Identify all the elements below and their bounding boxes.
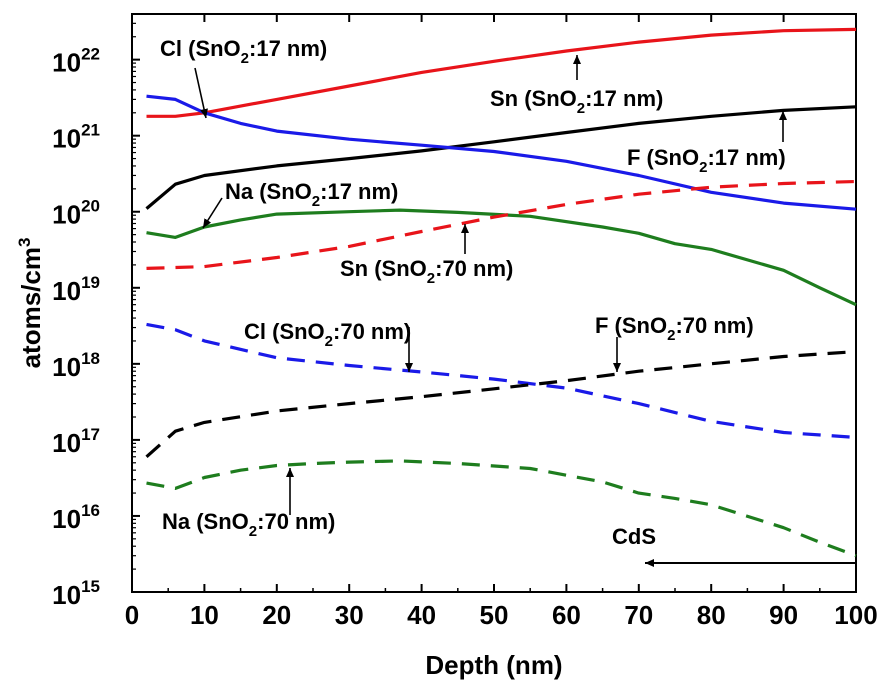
x-tick-label: 0	[125, 600, 139, 630]
y-tick-label: 1020	[52, 197, 100, 230]
annotation-sn17: Sn (SnO2:17 nm)	[490, 86, 663, 117]
x-tick-label: 90	[769, 600, 798, 630]
annotation-arrows	[194, 55, 855, 567]
axis-ticks: 0 10 20 30 40 50 60 70 80 90 100101510161017101810…	[52, 14, 878, 630]
x-tick-label: 100	[834, 600, 877, 630]
y-tick-label: 1015	[52, 577, 100, 610]
annotation-f17: F (SnO2:17 nm)	[627, 145, 786, 176]
annotation-cds: CdS	[612, 524, 656, 549]
x-tick-label: 70	[624, 600, 653, 630]
x-tick-label: 80	[697, 600, 726, 630]
y-tick-label: 1016	[52, 501, 100, 534]
y-tick-label: 1021	[52, 121, 100, 154]
annotation-cl70: Cl (SnO2:70 nm)	[244, 319, 411, 350]
annotation-f70: F (SnO2:70 nm)	[595, 313, 754, 344]
x-tick-label: 30	[335, 600, 364, 630]
cl17-arrow	[194, 67, 208, 119]
x-tick-label: 40	[407, 600, 436, 630]
y-tick-label: 1022	[52, 45, 100, 78]
series-sn-sno2-17-nm	[146, 27, 857, 118]
x-tick-label: 50	[480, 600, 509, 630]
annotation-cl17: Cl (SnO2:17 nm)	[160, 36, 327, 67]
x-tick-label: 20	[262, 600, 291, 630]
annotation-na70: Na (SnO2:70 nm)	[162, 509, 335, 540]
series-sn-sno2-70-nm	[146, 179, 857, 270]
x-axis-label: Depth (nm)	[425, 650, 562, 680]
y-axis-label: atoms/cm3	[15, 238, 46, 369]
series-na-sno2-70-nm	[146, 459, 857, 558]
y-tick-label: 1017	[52, 425, 100, 458]
annotation-na17: Na (SnO2:17 nm)	[225, 179, 398, 210]
annotation-labels: Cl (SnO2:17 nm) Sn (SnO2:17 nm) F (SnO2:…	[160, 36, 786, 549]
x-tick-label: 10	[190, 600, 219, 630]
series-na-sno2-17-nm	[146, 208, 857, 307]
series-cl-sno2-70-nm	[146, 322, 857, 439]
na17-arrow	[202, 197, 223, 229]
series-f-sno2-70-nm	[145, 350, 857, 458]
annotation-sn70: Sn (SnO2:70 nm)	[340, 256, 513, 287]
y-tick-label: 1019	[52, 273, 100, 306]
y-tick-label: 1018	[52, 349, 100, 382]
x-tick-label: 60	[552, 600, 581, 630]
series-f-sno2-17-nm	[145, 105, 857, 210]
